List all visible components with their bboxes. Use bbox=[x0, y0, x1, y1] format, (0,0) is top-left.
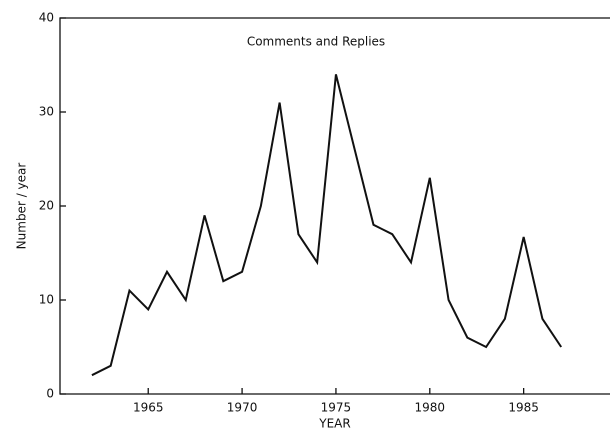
x-tick-label: 1975 bbox=[321, 401, 352, 415]
x-tick-label: 1980 bbox=[415, 401, 446, 415]
x-axis-label: YEAR bbox=[318, 417, 350, 431]
x-tick-label: 1965 bbox=[133, 401, 164, 415]
x-tick-label: 1985 bbox=[508, 401, 539, 415]
y-tick-label: 40 bbox=[39, 11, 54, 25]
y-tick-label: 0 bbox=[46, 387, 54, 401]
x-tick-label: 1970 bbox=[227, 401, 258, 415]
chart-title: Comments and Replies bbox=[247, 35, 385, 49]
data-line bbox=[91, 74, 563, 377]
y-axis-label: Number / year bbox=[15, 163, 29, 250]
y-tick-label: 30 bbox=[39, 105, 54, 119]
y-tick-label: 10 bbox=[39, 293, 54, 307]
y-tick-label: 20 bbox=[39, 199, 54, 213]
